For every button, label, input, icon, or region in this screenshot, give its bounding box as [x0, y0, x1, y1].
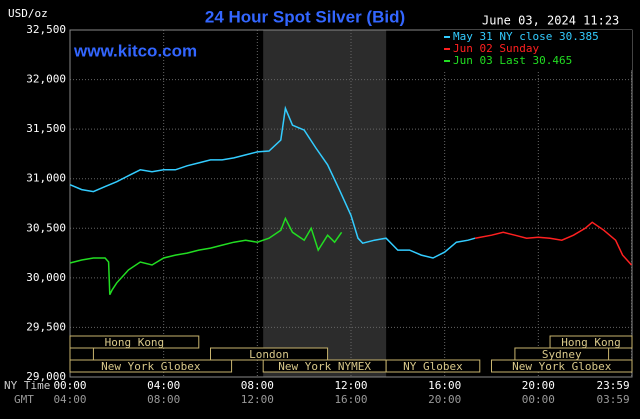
session-box	[69, 359, 233, 373]
legend-label: May 31 NY close 30.385	[453, 30, 599, 43]
y-tick-label: 32,000	[26, 73, 66, 86]
timestamp: June 03, 2024 11:23	[482, 14, 619, 28]
x-axis-label: NY Time	[4, 379, 50, 392]
watermark: www.kitco.com	[73, 41, 197, 60]
x-tick-label: 16:00	[428, 379, 461, 392]
y-tick-label: 31,500	[26, 122, 66, 135]
x-tick-label: 20:00	[522, 379, 555, 392]
session-label: Hong Kong	[105, 336, 165, 349]
session-label: Sydney	[542, 348, 582, 361]
session-label: Hong Kong	[561, 336, 621, 349]
session-label: New York NYMEX	[278, 360, 371, 373]
legend-box	[440, 30, 632, 70]
series-line	[69, 105, 476, 259]
y-tick-label: 29,500	[26, 320, 66, 333]
x-tick-label: 23:59	[596, 379, 629, 392]
x2-axis-label: GMT	[14, 393, 34, 406]
x-tick-label: 04:00	[147, 379, 180, 392]
session-box	[69, 335, 200, 349]
y-tick-label: 32,500	[26, 23, 66, 36]
session-box	[69, 347, 94, 361]
x-tick-label: 00:00	[53, 379, 86, 392]
legend-label: Jun 03 Last 30.465	[453, 54, 572, 67]
session-label: New York Globex	[101, 360, 201, 373]
x2-tick-label: 12:00	[241, 393, 274, 406]
session-label: New York Globex	[512, 360, 612, 373]
session-box	[491, 359, 633, 373]
x2-tick-label: 08:00	[147, 393, 180, 406]
x2-tick-label: 16:00	[334, 393, 367, 406]
x2-tick-label: 00:00	[522, 393, 555, 406]
plot-border	[69, 29, 633, 378]
y-tick-label: 30,500	[26, 221, 66, 234]
legend-label: Jun 02 Sunday	[453, 42, 539, 55]
x-tick-label: 12:00	[334, 379, 367, 392]
x2-tick-label: 03:59	[596, 393, 629, 406]
session-label: NY Globex	[403, 360, 463, 373]
y-tick-label: 29,000	[26, 370, 66, 383]
y-axis-label: USD/oz	[8, 7, 48, 20]
shaded-range	[263, 30, 387, 377]
series-line	[69, 216, 343, 296]
series-line	[474, 221, 633, 266]
y-tick-label: 30,000	[26, 271, 66, 284]
x2-tick-label: 20:00	[428, 393, 461, 406]
x-tick-label: 08:00	[241, 379, 274, 392]
session-label: London	[249, 348, 289, 361]
x2-tick-label: 04:00	[53, 393, 86, 406]
chart-title: 24 Hour Spot Silver (Bid)	[205, 7, 405, 26]
plot-area	[69, 29, 633, 378]
session-box	[385, 359, 481, 373]
y-tick-label: 31,000	[26, 172, 66, 185]
